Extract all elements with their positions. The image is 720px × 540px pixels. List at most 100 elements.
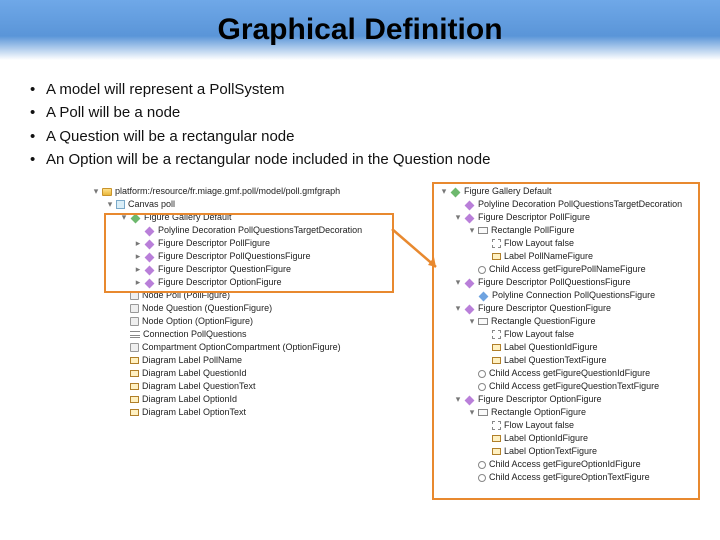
diamond-p-icon (465, 200, 475, 210)
tree-row[interactable]: Diagram Label OptionId (90, 393, 400, 406)
tree-row[interactable]: Label PollNameFigure (438, 250, 698, 263)
twist-icon[interactable]: ▾ (452, 302, 464, 316)
child-icon (478, 461, 486, 469)
twist-icon[interactable]: ▾ (438, 185, 450, 199)
tree-row[interactable]: Polyline Decoration PollQuestionsTargetD… (90, 224, 400, 237)
twist-icon[interactable]: ▾ (104, 198, 116, 212)
tree-row[interactable]: Diagram Label QuestionText (90, 380, 400, 393)
tree-label: Polyline Decoration PollQuestionsTargetD… (478, 198, 682, 212)
tree-row[interactable]: Child Access getFigureQuestionTextFigure (438, 380, 698, 393)
tree-row[interactable]: Label OptionTextFigure (438, 445, 698, 458)
twist-icon[interactable]: ▾ (118, 211, 130, 225)
tree-label: Label OptionIdFigure (504, 432, 588, 446)
tree-row[interactable]: Child Access getFigurePollNameFigure (438, 263, 698, 276)
page-title: Graphical Definition (217, 13, 502, 47)
tree-row[interactable]: Label QuestionTextFigure (438, 354, 698, 367)
tree-row[interactable]: ▾Rectangle OptionFigure (438, 406, 698, 419)
tree-row[interactable]: Flow Layout false (438, 328, 698, 341)
twist-icon[interactable]: ▾ (452, 276, 464, 290)
tree-row[interactable]: ▾Figure Descriptor PollQuestionsFigure (438, 276, 698, 289)
tree-row[interactable]: Diagram Label QuestionId (90, 367, 400, 380)
twist-icon[interactable]: ▾ (466, 224, 478, 238)
tree-row[interactable]: Child Access getFigureOptionTextFigure (438, 471, 698, 484)
tree-label: Child Access getFigurePollNameFigure (489, 263, 646, 277)
tree-row[interactable]: ▾ Figure Gallery Default (438, 185, 698, 198)
diamond-p-icon (145, 265, 155, 275)
tree-label: Diagram Label OptionId (142, 393, 237, 407)
tree-label: Label OptionTextFigure (504, 445, 597, 459)
tree-row[interactable]: ▸Figure Descriptor OptionFigure (90, 276, 400, 289)
tree-row[interactable]: Polyline Decoration PollQuestionsTargetD… (438, 198, 698, 211)
label-icon (130, 396, 139, 403)
tree-label: Compartment OptionCompartment (OptionFig… (142, 341, 341, 355)
diamond-p-icon (145, 239, 155, 249)
tree-label: Flow Layout false (504, 237, 574, 251)
rect-icon (478, 227, 488, 234)
diamond-p-icon (145, 226, 155, 236)
tree-row[interactable]: Flow Layout false (438, 419, 698, 432)
tree-label: Flow Layout false (504, 419, 574, 433)
label-icon (130, 383, 139, 390)
tree-row[interactable]: Polyline Connection PollQuestionsFigure (438, 289, 698, 302)
twist-icon[interactable]: ▾ (452, 211, 464, 225)
tree-row[interactable]: Diagram Label PollName (90, 354, 400, 367)
node-icon (130, 291, 139, 300)
tree-row[interactable]: Node Poll (PollFigure) (90, 289, 400, 302)
tree-label: Figure Descriptor QuestionFigure (158, 263, 291, 277)
twist-icon[interactable]: ▾ (452, 393, 464, 407)
tree-row[interactable]: Flow Layout false (438, 237, 698, 250)
twist-icon[interactable]: ▸ (132, 250, 144, 264)
tree-row[interactable]: Connection PollQuestions (90, 328, 400, 341)
tree-row[interactable]: ▾platform:/resource/fr.miage.gmf.poll/mo… (90, 185, 400, 198)
tree-row[interactable]: ▾Figure Gallery Default (90, 211, 400, 224)
tree-label: Child Access getFigureQuestionTextFigure (489, 380, 659, 394)
twist-icon[interactable]: ▸ (132, 237, 144, 251)
tree-label: Label QuestionTextFigure (504, 354, 607, 368)
tree-row[interactable]: Node Question (QuestionFigure) (90, 302, 400, 315)
rect-icon (478, 318, 488, 325)
label-icon (130, 357, 139, 364)
diamond-p-icon (465, 304, 475, 314)
diamond-b-icon (479, 291, 489, 301)
tree-row[interactable]: Diagram Label OptionText (90, 406, 400, 419)
tree-label: Figure Descriptor PollFigure (478, 211, 590, 225)
tree-row[interactable]: ▸Figure Descriptor PollQuestionsFigure (90, 250, 400, 263)
tree-row[interactable]: Child Access getFigureOptionIdFigure (438, 458, 698, 471)
tree-row[interactable]: ▾Rectangle QuestionFigure (438, 315, 698, 328)
link-icon (130, 331, 140, 338)
bullet-item: A Poll will be a node (28, 101, 692, 124)
tree-row[interactable]: Child Access getFigureQuestionIdFigure (438, 367, 698, 380)
tree-row[interactable]: ▾Figure Descriptor QuestionFigure (438, 302, 698, 315)
diagram-area: ▾platform:/resource/fr.miage.gmf.poll/mo… (20, 185, 700, 525)
title-bar: Graphical Definition (0, 0, 720, 60)
tree-label: Figure Gallery Default (464, 185, 552, 199)
node-icon (130, 304, 139, 313)
tree-label: Polyline Decoration PollQuestionsTargetD… (158, 224, 362, 238)
label-icon (492, 344, 501, 351)
tree-row[interactable]: ▾Rectangle PollFigure (438, 224, 698, 237)
tree-row[interactable]: Label OptionIdFigure (438, 432, 698, 445)
twist-icon[interactable]: ▾ (466, 406, 478, 420)
twist-icon[interactable]: ▾ (466, 315, 478, 329)
label-icon (130, 409, 139, 416)
tree-row[interactable]: Compartment OptionCompartment (OptionFig… (90, 341, 400, 354)
diamond-g-icon (451, 187, 461, 197)
tree-row[interactable]: ▾Figure Descriptor OptionFigure (438, 393, 698, 406)
tree-row[interactable]: ▸ Figure Descriptor QuestionFigure (90, 263, 400, 276)
diamond-g-icon (131, 213, 141, 223)
twist-icon[interactable]: ▾ (90, 185, 102, 199)
tree-row[interactable]: Label QuestionIdFigure (438, 341, 698, 354)
tree-label: Child Access getFigureOptionTextFigure (489, 471, 650, 485)
node-icon (130, 317, 139, 326)
tree-label: Canvas poll (128, 198, 175, 212)
label-icon (492, 357, 501, 364)
twist-icon[interactable]: ▸ (132, 263, 144, 277)
tree-row[interactable]: Node Option (OptionFigure) (90, 315, 400, 328)
twist-icon[interactable]: ▸ (132, 276, 144, 290)
bullet-item: An Option will be a rectangular node inc… (28, 148, 692, 171)
tree-row[interactable]: ▸Figure Descriptor PollFigure (90, 237, 400, 250)
tree-label: Child Access getFigureQuestionIdFigure (489, 367, 650, 381)
tree-row[interactable]: ▾ Figure Descriptor PollFigure (438, 211, 698, 224)
label-icon (492, 448, 501, 455)
tree-row[interactable]: ▾ Canvas poll (90, 198, 400, 211)
